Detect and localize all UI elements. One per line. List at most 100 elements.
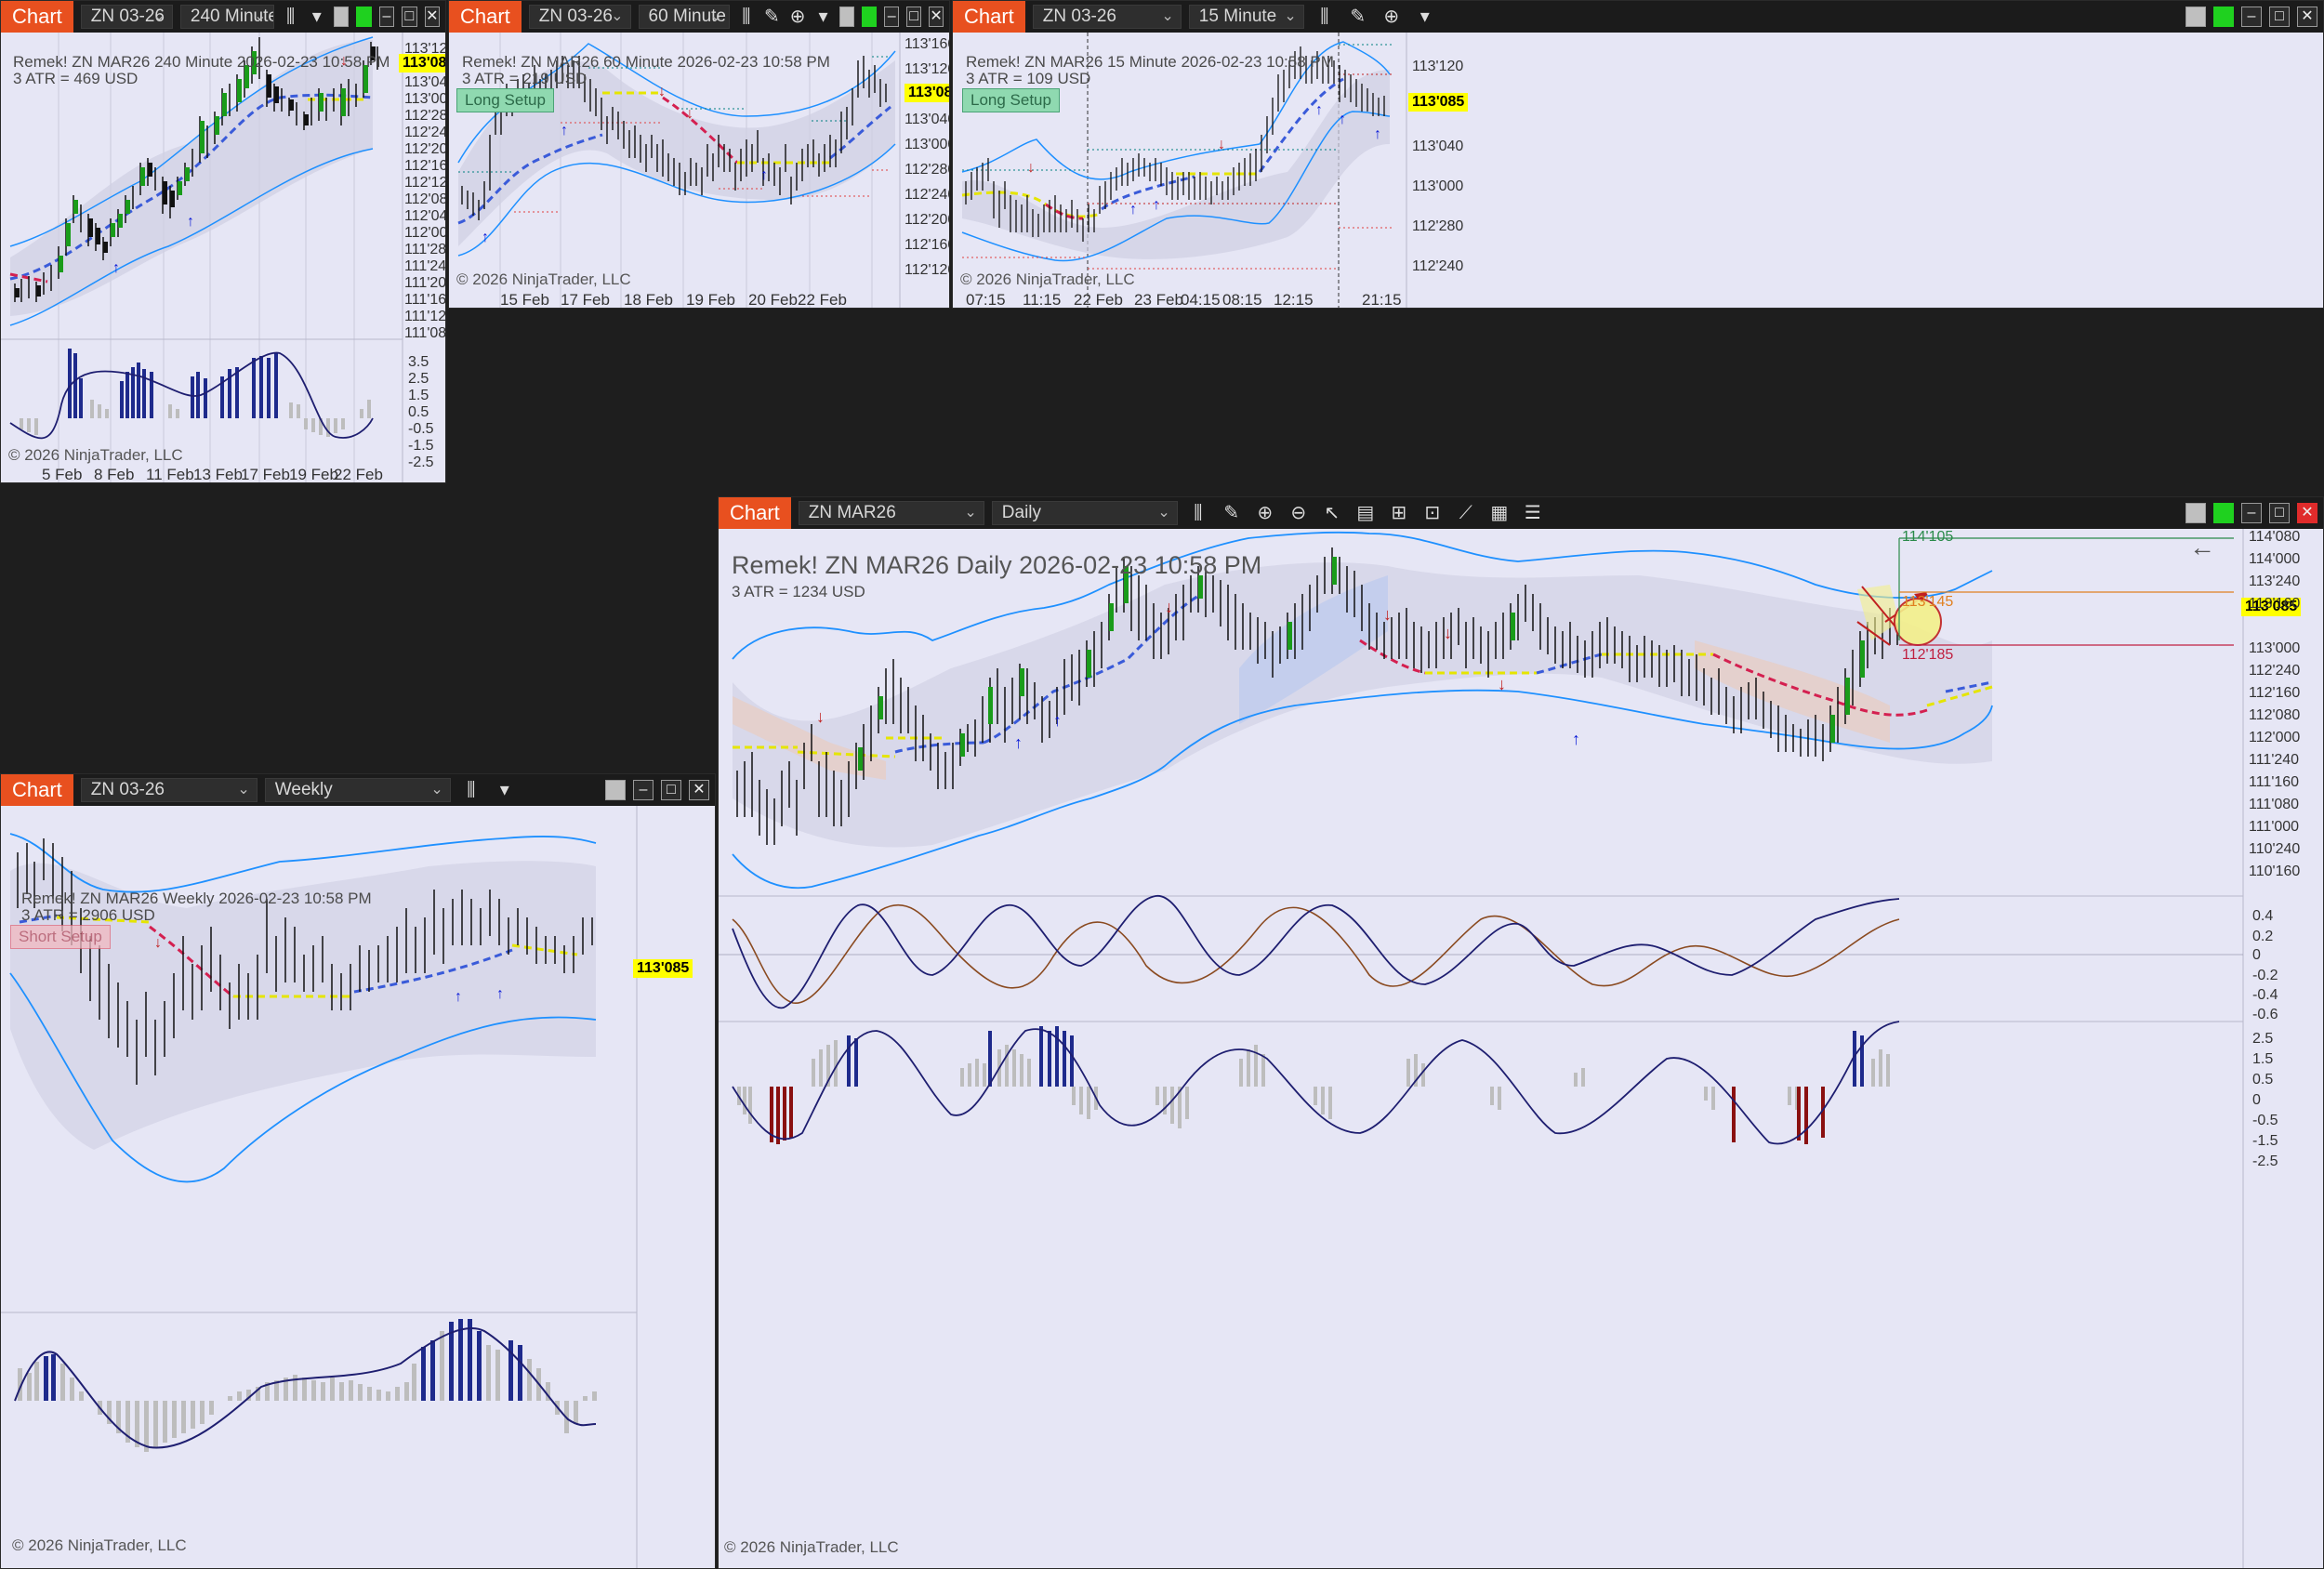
maximize-icon[interactable]: □: [661, 780, 681, 800]
chevron-down-icon: ⌄: [1161, 8, 1174, 24]
zoom-out-icon[interactable]: ⊖: [1290, 503, 1307, 523]
x-axis-label: 20 Feb: [748, 291, 798, 309]
price-chart: ↓ ↓ ↑ ↑ ↑ ↑ ↑: [961, 33, 1407, 308]
snapshot-icon[interactable]: ⊡: [1424, 503, 1441, 523]
y-axis-label: 111'280: [404, 242, 446, 257]
link-icon[interactable]: [862, 7, 878, 27]
restore-icon[interactable]: [839, 7, 855, 27]
stop-level-label: 112'185: [1902, 647, 1954, 663]
chart-plot-area[interactable]: ↓ ↓ ↓ ↓ ↓ ↑ ↑ ↑: [719, 529, 2323, 1568]
chart-plot-area[interactable]: ↓ ↑ ↑: [1, 806, 715, 1568]
instrument-label: ZN 03-26: [538, 7, 613, 26]
chart-overlay-title: Remek! ZN MAR26 Weekly 2026-02-23 10:58 …: [21, 890, 372, 907]
x-axis-label: 22 Feb: [334, 466, 383, 483]
zoom-in-icon[interactable]: ⊕: [1257, 503, 1274, 523]
dropdown-arrow-icon[interactable]: ▾: [1419, 7, 1430, 27]
restore-icon[interactable]: [333, 7, 350, 27]
atr-label: 3 ATR = 469 USD: [13, 70, 139, 87]
strategies-icon[interactable]: ⟋: [1459, 503, 1472, 523]
back-arrow-icon[interactable]: ←: [2189, 533, 2215, 561]
pencil-icon[interactable]: ✎: [764, 7, 780, 27]
bar-style-icon[interactable]: ⫼: [285, 7, 296, 27]
instrument-selector[interactable]: ZN 03-26 ⌄: [80, 5, 173, 29]
svg-text:↓: ↓: [1444, 624, 1452, 642]
interval-selector[interactable]: 60 Minute ⌄: [638, 5, 731, 29]
link-icon[interactable]: [356, 7, 372, 27]
minimize-icon[interactable]: –: [633, 780, 654, 800]
interval-label: 240 Minute: [190, 7, 274, 26]
indicators-icon[interactable]: ▦: [1490, 503, 1509, 523]
chart-trader-icon[interactable]: ⊞: [1391, 503, 1407, 523]
maximize-icon[interactable]: □: [906, 7, 922, 27]
svg-text:↑: ↑: [1129, 202, 1137, 218]
close-icon[interactable]: ✕: [424, 7, 440, 27]
zoom-in-icon[interactable]: ⊕: [1383, 7, 1400, 27]
chart-title[interactable]: Chart: [1, 774, 73, 806]
instrument-selector[interactable]: ZN MAR26 ⌄: [798, 501, 984, 525]
chart-window-240min: Chart ZN 03-26 ⌄ 240 Minute ⌄ ⫼ ▾ – □ ✕: [0, 0, 446, 483]
atr-label: 3 ATR = 2906 USD: [21, 906, 155, 924]
restore-icon[interactable]: [605, 780, 626, 800]
minimize-icon[interactable]: –: [2241, 7, 2262, 27]
svg-text:↑: ↑: [1374, 126, 1381, 142]
y-axis-label: 112'040: [404, 208, 445, 224]
y-axis-label: 113'120: [404, 41, 445, 57]
maximize-icon[interactable]: □: [402, 7, 417, 27]
interval-selector[interactable]: Daily ⌄: [991, 501, 1178, 525]
maximize-icon[interactable]: □: [2269, 503, 2290, 523]
y-axis-label: 111'080: [404, 325, 446, 341]
chart-title[interactable]: Chart: [1, 1, 73, 33]
interval-selector[interactable]: Weekly ⌄: [264, 778, 451, 802]
bar-style-icon[interactable]: ⫼: [467, 780, 476, 800]
link-icon[interactable]: [2213, 503, 2234, 523]
chart-plot-area[interactable]: ↑ ↑ ↑ ↓ ↓ Remek! ZN MAR26 60 Minute 2026…: [449, 33, 949, 308]
close-icon[interactable]: ✕: [689, 780, 709, 800]
x-axis-label: 17 Feb: [561, 291, 610, 309]
chart-window-weekly: Chart ZN 03-26 ⌄ Weekly ⌄ ⫼ ▾ – □ ✕ ↓ ↑ ↑: [0, 773, 716, 1569]
y-axis-label: 112'280: [905, 162, 949, 178]
svg-text:↓: ↓: [340, 53, 348, 69]
histogram-bars: [18, 1319, 597, 1452]
minimize-icon[interactable]: –: [884, 7, 900, 27]
price-chart: ↓ ↑ ↑: [1, 806, 638, 1568]
osc-axis-label: -0.5: [408, 421, 434, 437]
maximize-icon[interactable]: □: [2269, 7, 2290, 27]
instrument-selector[interactable]: ZN 03-26 ⌄: [80, 778, 257, 802]
properties-icon[interactable]: ☰: [1524, 503, 1541, 523]
restore-icon[interactable]: [2185, 503, 2206, 523]
interval-selector[interactable]: 15 Minute ⌄: [1188, 5, 1304, 29]
instrument-selector[interactable]: ZN 03-26 ⌄: [1032, 5, 1182, 29]
link-icon[interactable]: [2213, 7, 2234, 27]
dropdown-arrow-icon[interactable]: ▾: [499, 780, 509, 800]
chart-plot-area[interactable]: ↑ ↑ ↓: [1, 33, 445, 482]
close-icon[interactable]: ✕: [2297, 503, 2317, 523]
dropdown-arrow-icon[interactable]: ▾: [818, 7, 828, 27]
chart-title[interactable]: Chart: [449, 1, 522, 33]
last-price-tag: 113'085: [905, 84, 949, 102]
bar-style-icon[interactable]: ⫼: [742, 7, 751, 27]
chart-toolbar: Chart ZN 03-26 ⌄ 15 Minute ⌄ ⫼ ✎ ⊕ ▾ – □ ✕: [953, 1, 2323, 33]
minimize-icon[interactable]: –: [2241, 503, 2262, 523]
close-icon[interactable]: ✕: [2297, 7, 2317, 27]
bar-style-icon[interactable]: ⫼: [1194, 503, 1203, 523]
osc2-axis-label: -2.5: [2252, 1154, 2278, 1169]
instrument-selector[interactable]: ZN 03-26 ⌄: [528, 5, 631, 29]
pencil-icon[interactable]: ✎: [1350, 7, 1367, 27]
chevron-down-icon: ⌄: [430, 782, 443, 798]
data-box-icon[interactable]: ▤: [1356, 503, 1375, 523]
zoom-in-icon[interactable]: ⊕: [789, 7, 806, 27]
chart-title[interactable]: Chart: [719, 497, 791, 529]
minimize-icon[interactable]: –: [378, 7, 395, 27]
interval-selector[interactable]: 240 Minute ⌄: [179, 5, 274, 29]
x-axis-label: 04:15: [1181, 291, 1221, 309]
cursor-icon[interactable]: ↖: [1324, 503, 1340, 523]
chart-overlay-title: Remek! ZN MAR26 60 Minute 2026-02-23 10:…: [462, 53, 830, 71]
pencil-icon[interactable]: ✎: [1223, 503, 1240, 523]
dropdown-arrow-icon[interactable]: ▾: [311, 7, 322, 27]
chart-plot-area[interactable]: ↓ ↓ ↑ ↑ ↑ ↑ ↑ Remek! ZN MAR26 15 Minute …: [953, 33, 2323, 308]
bar-style-icon[interactable]: ⫼: [1320, 7, 1329, 27]
restore-icon[interactable]: [2185, 7, 2206, 27]
chart-title[interactable]: Chart: [953, 1, 1025, 33]
interval-label: Daily: [1001, 503, 1042, 522]
close-icon[interactable]: ✕: [929, 7, 944, 27]
